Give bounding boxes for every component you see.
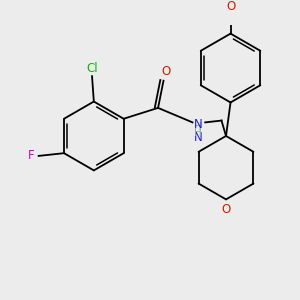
Text: H: H	[194, 122, 202, 132]
Text: O: O	[226, 0, 235, 13]
Text: F: F	[28, 149, 35, 162]
Text: N: N	[194, 131, 203, 144]
Text: O: O	[162, 65, 171, 78]
Text: Cl: Cl	[86, 61, 98, 74]
Text: H: H	[194, 128, 202, 138]
Text: O: O	[221, 203, 231, 216]
Text: N: N	[194, 118, 203, 131]
